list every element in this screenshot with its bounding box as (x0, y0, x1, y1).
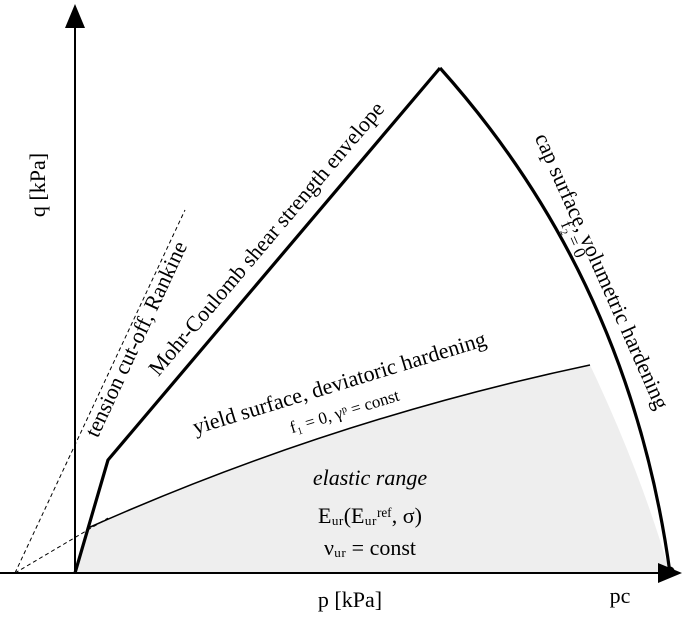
cap-surface (438, 66, 672, 574)
yield-surface (87, 364, 591, 529)
stiffness-label: Eᵤᵣ(Eᵤᵣʳᵉᶠ, σ) (318, 503, 422, 528)
pc-label: pc (610, 583, 631, 608)
y-axis-label: q [kPa] (25, 153, 50, 217)
failure-envelope (73, 66, 442, 574)
x-axis-label: p [kPa] (318, 587, 382, 612)
mohr-coulomb-label: Mohr-Coulomb shear strength envelope (143, 97, 389, 381)
elastic-label: elastic range (313, 465, 427, 490)
poisson-label: νᵤᵣ = const (324, 535, 416, 560)
cap-label: cap surface, volumetric hardening (530, 129, 675, 413)
rankine-line (14, 209, 186, 574)
elastic-region (75, 365, 670, 573)
pc-point (665, 566, 675, 576)
